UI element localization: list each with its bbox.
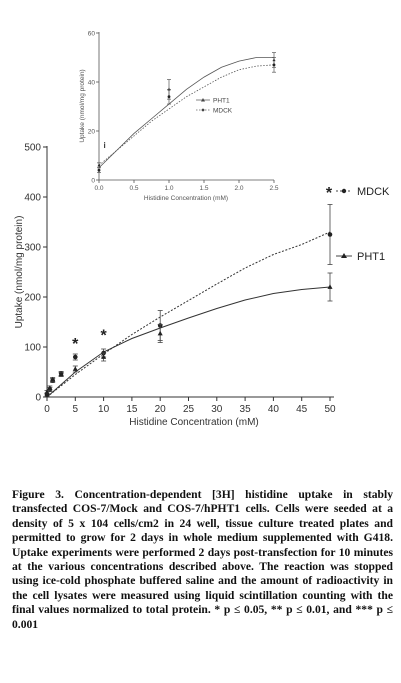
- main-y-tick-label: 500: [24, 143, 41, 154]
- main-x-tick-label: 5: [73, 404, 79, 415]
- caption-label: Figure 3.: [12, 488, 64, 501]
- main-marker-pht1: [50, 376, 56, 382]
- main-significance-star: *: [72, 336, 79, 353]
- main-x-tick-label: 0: [44, 404, 50, 415]
- inset-fit-lines: [98, 57, 275, 169]
- inset-x-axis-label: Histidine Concentration (mM): [144, 195, 228, 202]
- inset-fit-line-pht1: [98, 57, 274, 169]
- main-marker-pht1: [47, 385, 53, 390]
- legend-mdck-label: MDCK: [357, 186, 390, 198]
- main-y-tick-label: 300: [24, 243, 41, 254]
- main-axes: [46, 146, 334, 398]
- inset-marker-pht1: [97, 163, 101, 167]
- main-point-mdck: [327, 204, 333, 265]
- main-fit-line-pht1: [46, 286, 331, 398]
- legend-item-pht1: PHT1: [336, 251, 385, 263]
- main-x-tick-label: 25: [183, 404, 195, 415]
- inset-x-ticks: 0.0 0.5 1.0 1.5 2.0 2.5: [94, 180, 279, 192]
- main-marker-pht1: [157, 330, 163, 336]
- legend-pht1-marker: [341, 253, 347, 258]
- main-marker-pht1: [44, 389, 50, 394]
- main-y-tick-label: 400: [24, 193, 41, 204]
- main-data-points: [44, 204, 333, 397]
- main-x-tick-label: 15: [126, 404, 138, 415]
- inset-legend-item-pht1: PHT1: [196, 98, 230, 105]
- inset-y-tick-label: 60: [88, 31, 96, 38]
- main-x-tick-label: 45: [296, 404, 308, 415]
- main-x-tick-label: 40: [268, 404, 280, 415]
- inset-y-tick-label: 20: [88, 129, 96, 136]
- main-fit-lines: [46, 231, 331, 398]
- main-annotations: * *: [72, 328, 107, 354]
- inset-legend-item-mdck: MDCK: [196, 108, 233, 115]
- legend-mdck-star: *: [326, 185, 333, 202]
- inset-y-tick-label: 40: [88, 80, 96, 87]
- main-point-pht1: [50, 376, 56, 382]
- main-point-pht1: [47, 385, 53, 391]
- inset-marker-mdck: [272, 63, 276, 67]
- legend-pht1-label: PHT1: [357, 251, 385, 263]
- inset-x-tick-label: 0.0: [94, 185, 103, 192]
- main-marker-pht1: [58, 371, 64, 377]
- inset-annotation-mark: i: [103, 141, 105, 150]
- main-y-ticks: 0 100 200 300 400 500: [24, 143, 47, 404]
- inset-point-mdck: [167, 88, 171, 105]
- inset-marker-mdck: [97, 168, 101, 172]
- inset-legend: PHT1 MDCK: [196, 98, 233, 115]
- inset-fit-line-mdck: [98, 64, 275, 166]
- main-x-ticks: 0 5 10 15 20 25 30 35 40 45 50: [44, 397, 336, 415]
- main-marker-mdck: [327, 232, 333, 237]
- inset-x-tick-label: 0.5: [129, 185, 138, 192]
- main-x-tick-label: 30: [211, 404, 223, 415]
- inset-chart: 0 20 40 60 0.0 0.5 1.0 1.5 2.0 2.5 i Histidine C…: [79, 31, 279, 203]
- main-x-tick-label: 20: [155, 404, 167, 415]
- main-y-tick-label: 0: [35, 393, 41, 404]
- main-point-pht1: [44, 389, 50, 394]
- main-y-axis-label: Uptake (nmol/mg protein): [14, 216, 25, 329]
- main-marker-pht1: [327, 284, 333, 289]
- inset-legend-pht1-label: PHT1: [213, 98, 230, 105]
- inset-y-tick-label: 0: [91, 178, 95, 185]
- main-marker-mdck: [73, 354, 78, 360]
- main-marker-pht1: [101, 354, 107, 359]
- inset-legend-mdck-marker: [201, 108, 205, 112]
- main-x-tick-label: 10: [98, 404, 110, 415]
- inset-y-ticks: 0 20 40 60: [88, 31, 99, 185]
- main-fit-line-mdck: [46, 231, 331, 398]
- inset-marker-mdck: [167, 95, 171, 99]
- main-x-axis-label: Histidine Concentration (mM): [129, 417, 259, 428]
- main-point-pht1: [72, 365, 78, 373]
- main-point-pht1: [101, 352, 107, 362]
- main-x-tick-label: 50: [324, 404, 336, 415]
- main-legend: * MDCK PHT1: [326, 185, 390, 263]
- inset-x-tick-label: 2.0: [234, 185, 243, 192]
- main-point-mdck: [72, 353, 78, 361]
- legend-item-mdck: * MDCK: [326, 185, 390, 202]
- main-point-pht1: [327, 272, 333, 302]
- main-point-pht1: [58, 371, 64, 377]
- inset-annotations: i: [103, 141, 105, 150]
- inset-x-tick-label: 2.5: [269, 185, 278, 192]
- inset-data-points: [97, 52, 276, 173]
- inset-point-mdck: [97, 167, 101, 173]
- inset-x-tick-label: 1.0: [164, 185, 173, 192]
- figure-caption: Figure 3. Concentration-dependent [3H] h…: [12, 488, 393, 632]
- main-marker-pht1: [72, 366, 78, 371]
- inset-point-mdck: [272, 57, 276, 73]
- inset-legend-mdck-label: MDCK: [213, 108, 233, 115]
- inset-legend-pht1-marker: [201, 98, 205, 102]
- main-point-pht1: [157, 324, 163, 343]
- inset-y-axis-label: Uptake (nmol/mg protein): [79, 69, 86, 142]
- inset-x-tick-label: 1.5: [199, 185, 208, 192]
- caption-body: Concentration-dependent [3H] histidine u…: [12, 488, 393, 631]
- main-x-tick-label: 35: [240, 404, 252, 415]
- main-y-tick-label: 100: [24, 343, 41, 354]
- main-y-tick-label: 200: [24, 293, 41, 304]
- main-significance-star: *: [100, 328, 107, 345]
- legend-mdck-marker: [341, 188, 347, 194]
